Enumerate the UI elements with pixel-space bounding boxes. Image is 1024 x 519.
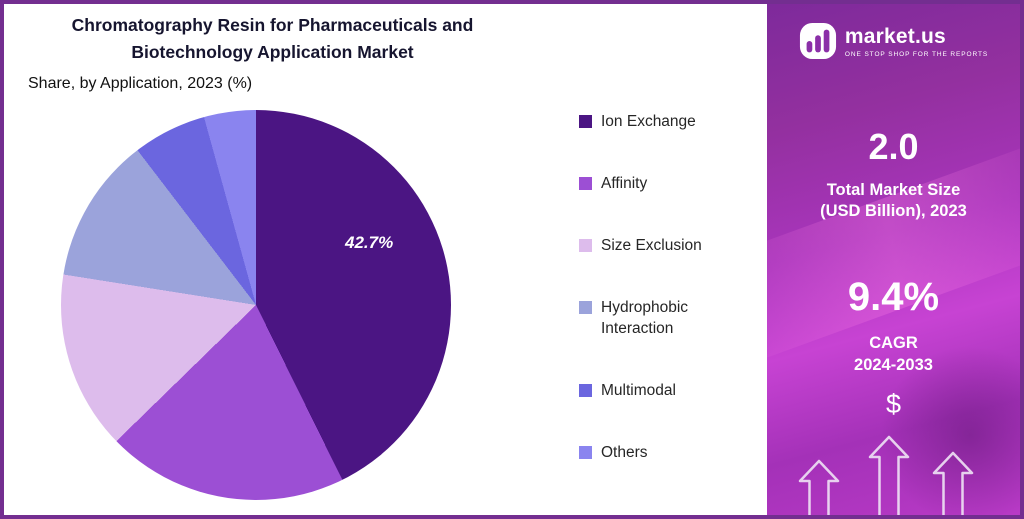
market-size-label: Total Market Size (USD Billion), 2023 [820,180,967,223]
chart-title: Chromatography Resin for Pharmaceuticals… [10,12,535,66]
legend-item: Ion Exchange [579,112,751,133]
brand-name: market.us [844,24,946,48]
dollar-icon: $ [885,388,902,419]
marketus-logo-icon [799,22,836,60]
brand-logo: market.us ONE STOP SHOP FOR THE REPORTS [799,22,988,60]
legend-swatch [579,300,592,314]
legend-swatch [579,383,592,397]
brand-text: market.us ONE STOP SHOP FOR THE REPORTS [845,25,988,58]
chart-subtitle: Share, by Application, 2023 (%) [28,75,253,93]
legend-swatch [579,445,592,459]
legend-item: Multimodal [579,381,751,402]
cagr-period: 2024-2033 [854,355,933,374]
legend-label: Others [601,443,648,461]
legend-label: Ion Exchange [601,113,696,130]
legend-item: Size Exclusion [579,236,751,257]
legend-label: Size Exclusion [601,236,702,254]
market-size-label-line2: (USD Billion), 2023 [820,202,967,221]
market-size-value: 2.0 [868,126,919,167]
legend-swatch [579,238,592,252]
legend-swatch [579,176,592,190]
cagr-label: CAGR [869,333,918,352]
chart-area: 42.7% Ion Exchange Affinity Size Exclusion… [4,108,762,508]
cagr-value: 9.4% [847,274,940,319]
pie-chart: 42.7% [61,110,451,500]
legend-label: Multimodal [601,381,676,399]
chart-title-line2: Biotechnology Application Market [131,42,414,63]
legend-swatch [579,115,592,128]
growth-arrows-icon [798,435,974,515]
stats-panel: market.us ONE STOP SHOP FOR THE REPORTS … [767,4,1020,515]
chart-title-line1: Chromatography Resin for Pharmaceuticals… [71,15,474,35]
brand-tagline: ONE STOP SHOP FOR THE REPORTS [844,50,989,58]
legend-item: Others [579,443,751,464]
legend: Ion Exchange Affinity Size Exclusion Hydrop… [579,112,751,463]
legend-item: Hydrophobic Interaction [579,298,751,340]
market-size-label-line1: Total Market Size [826,181,961,199]
chart-panel: Chromatography Resin for Pharmaceuticals… [4,4,762,515]
legend-label: Affinity [601,174,648,192]
pie-slice-data-label: 42.7% [344,232,394,252]
panel-divider [762,4,767,515]
legend-label: Hydrophobic Interaction [601,298,689,337]
legend-item: Affinity [579,174,751,195]
